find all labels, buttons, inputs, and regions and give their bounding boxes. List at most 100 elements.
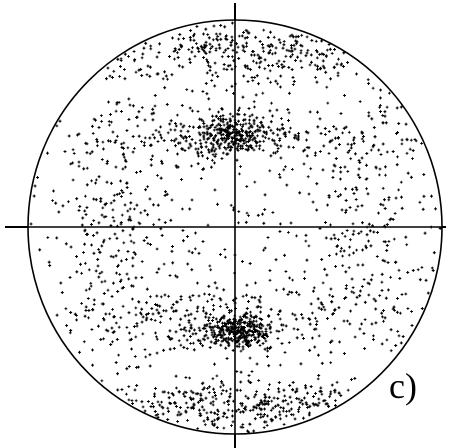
scatter-point <box>220 133 223 137</box>
scatter-point <box>193 247 197 251</box>
scatter-point <box>230 424 233 427</box>
scatter-point <box>207 316 211 320</box>
scatter-point <box>193 32 196 36</box>
scatter-point <box>215 286 219 290</box>
scatter-point <box>245 312 249 315</box>
scatter-point <box>266 349 269 353</box>
scatter-point <box>219 318 222 322</box>
scatter-point <box>259 408 263 412</box>
scatter-point <box>325 85 329 89</box>
scatter-point <box>92 298 96 302</box>
scatter-point <box>216 138 220 142</box>
scatter-point <box>245 44 248 48</box>
scatter-point <box>229 203 233 207</box>
scatter-point <box>405 243 409 247</box>
scatter-point <box>334 136 337 140</box>
scatter-point <box>102 302 105 306</box>
scatter-point <box>309 385 313 388</box>
scatter-point <box>182 239 185 243</box>
scatter-point <box>335 380 339 384</box>
scatter-point <box>169 218 173 222</box>
scatter-point <box>214 134 218 137</box>
scatter-point <box>103 279 107 283</box>
scatter-point <box>357 159 361 162</box>
scatter-point <box>130 284 134 288</box>
scatter-point <box>239 144 242 148</box>
scatter-point <box>101 206 105 210</box>
scatter-point <box>92 219 96 222</box>
scatter-point <box>242 118 245 122</box>
scatter-point <box>205 127 209 131</box>
scatter-point <box>203 338 207 342</box>
scatter-point <box>334 146 338 150</box>
scatter-point <box>406 271 410 274</box>
scatter-point <box>143 141 146 145</box>
scatter-point <box>156 415 160 419</box>
scatter-point <box>164 309 168 313</box>
scatter-point <box>103 203 107 207</box>
scatter-point <box>189 38 192 42</box>
scatter-point <box>100 280 104 284</box>
scatter-point <box>210 45 214 49</box>
scatter-point <box>91 124 94 128</box>
scatter-point <box>306 406 309 409</box>
scatter-point <box>210 134 213 137</box>
scatter-point <box>157 130 161 134</box>
scatter-point <box>213 161 216 165</box>
scatter-point <box>280 63 284 67</box>
scatter-point <box>210 149 214 153</box>
scatter-point <box>263 413 266 416</box>
scatter-point <box>210 298 214 301</box>
scatter-point <box>358 327 362 331</box>
scatter-point <box>201 398 205 402</box>
scatter-point <box>224 147 228 151</box>
scatter-point <box>235 50 239 54</box>
scatter-point <box>263 393 267 397</box>
scatter-point <box>255 362 259 366</box>
scatter-point <box>172 139 176 143</box>
scatter-point <box>102 337 105 341</box>
scatter-point <box>135 324 139 328</box>
scatter-point <box>100 379 104 383</box>
scatter-point <box>213 155 217 158</box>
scatter-point <box>253 417 257 421</box>
scatter-point <box>240 404 244 408</box>
scatter-point <box>157 51 161 54</box>
scatter-point <box>331 312 334 316</box>
scatter-point <box>239 388 242 392</box>
scatter-point <box>344 208 348 212</box>
scatter-point <box>381 121 385 125</box>
scatter-point <box>145 73 149 77</box>
scatter-point <box>281 399 285 403</box>
scatter-point <box>196 306 199 310</box>
scatter-point <box>192 341 195 345</box>
scatter-point <box>143 209 147 213</box>
scatter-point <box>160 234 164 237</box>
scatter-point <box>239 370 243 374</box>
scatter-point <box>116 57 120 61</box>
scatter-point <box>227 338 231 341</box>
scatter-point <box>231 349 235 352</box>
scatter-point <box>369 148 373 152</box>
scatter-point <box>337 136 340 139</box>
scatter-point <box>216 324 220 328</box>
scatter-point <box>286 108 290 111</box>
scatter-point <box>394 196 398 200</box>
scatter-point <box>214 317 218 321</box>
scatter-point <box>217 43 221 47</box>
scatter-point <box>284 165 287 169</box>
scatter-point <box>186 262 190 266</box>
scatter-point <box>380 272 384 276</box>
scatter-point <box>246 324 249 327</box>
scatter-point <box>314 76 317 79</box>
scatter-point <box>143 118 147 122</box>
scatter-point <box>236 326 240 329</box>
scatter-point <box>178 33 182 36</box>
scatter-point <box>383 114 387 118</box>
scatter-point <box>362 139 365 143</box>
scatter-point <box>262 426 266 429</box>
scatter-point <box>167 294 170 298</box>
scatter-point <box>367 82 370 85</box>
scatter-point <box>344 211 347 214</box>
scatter-point <box>344 187 347 191</box>
